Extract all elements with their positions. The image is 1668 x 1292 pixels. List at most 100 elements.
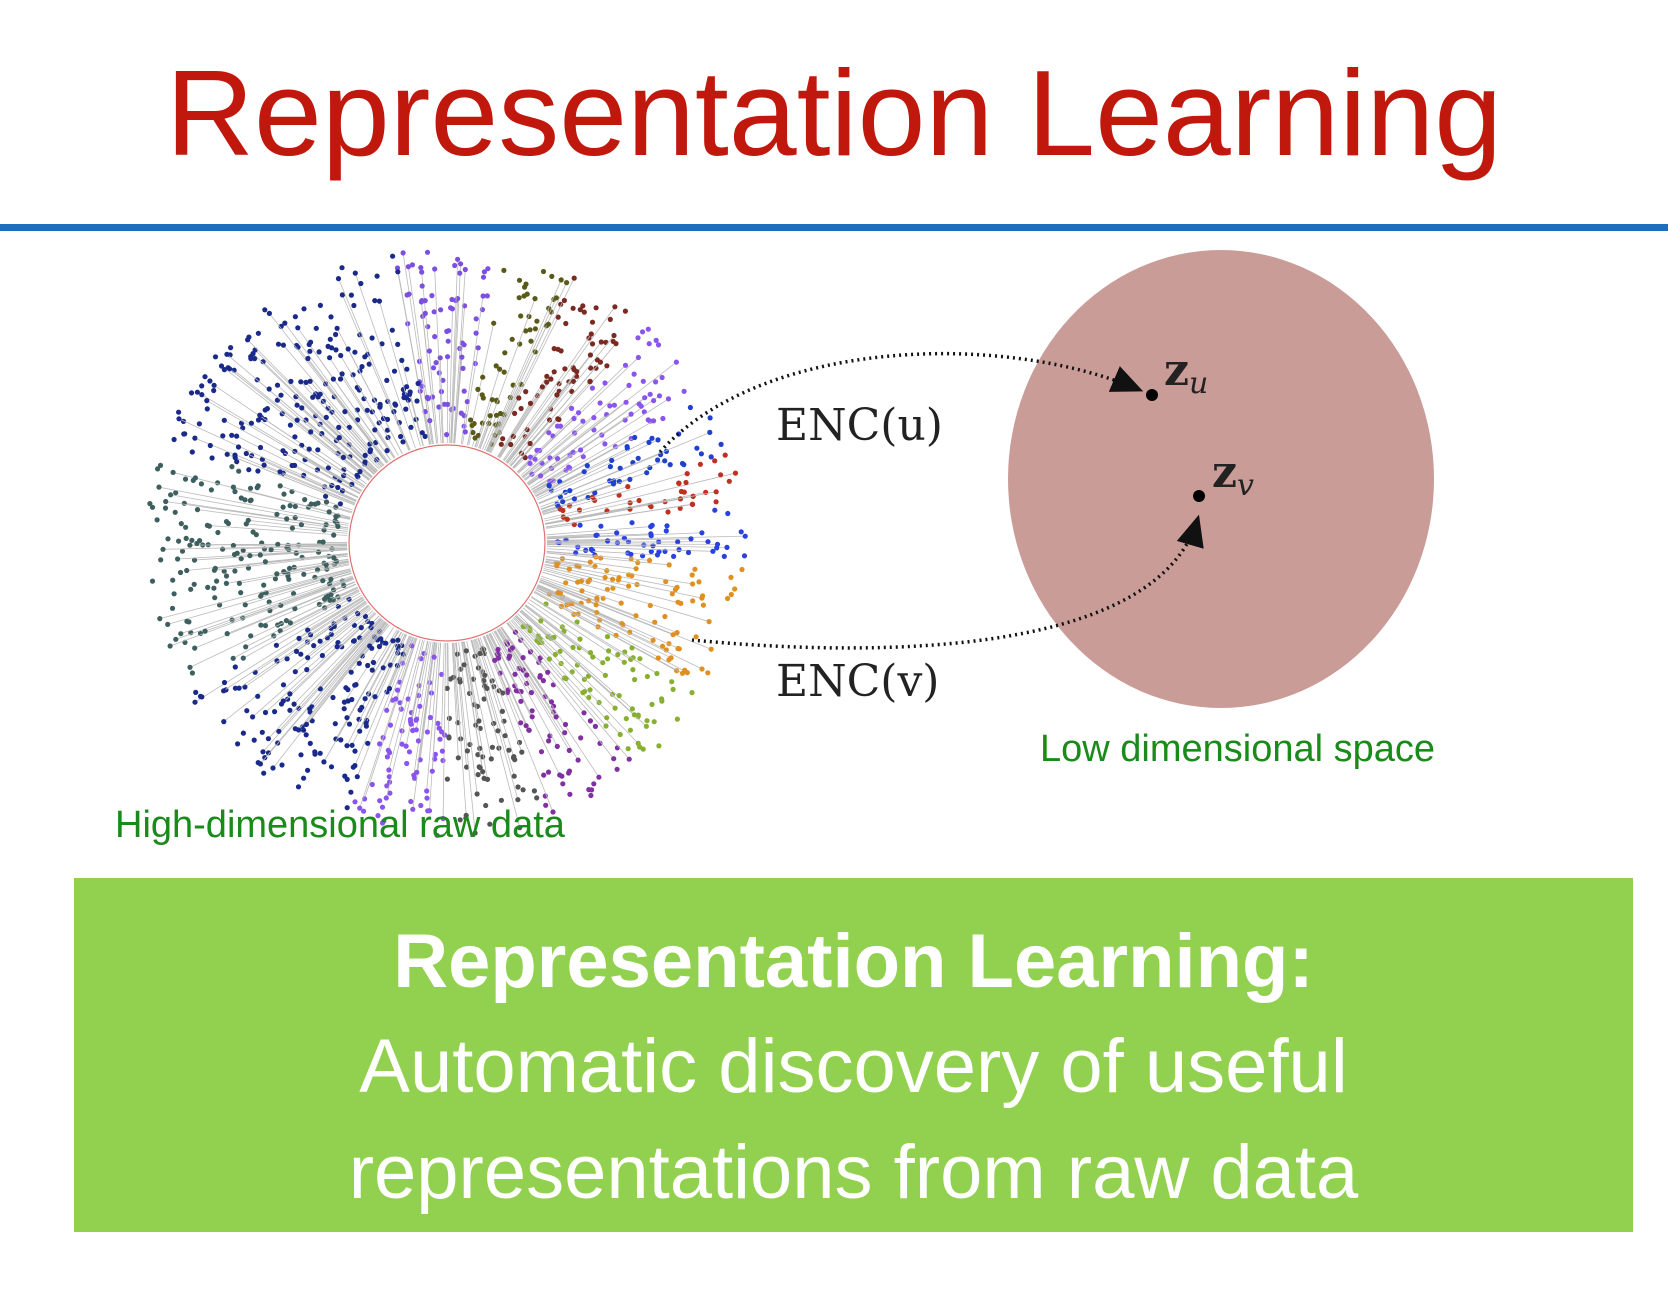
graph-node xyxy=(375,813,381,819)
encoder-u-label: ENC(u) xyxy=(776,400,943,451)
graph-node xyxy=(372,427,378,433)
graph-node xyxy=(528,338,534,344)
graph-edge xyxy=(420,301,438,444)
graph-node xyxy=(705,539,711,545)
graph-node xyxy=(692,566,698,572)
graph-node xyxy=(250,529,256,535)
graph-edge xyxy=(501,626,524,658)
graph-node xyxy=(646,341,652,347)
graph-node xyxy=(160,546,166,552)
graph-node xyxy=(554,423,561,429)
graph-edge xyxy=(260,549,348,556)
graph-edge xyxy=(545,559,693,585)
graph-node xyxy=(571,275,577,281)
graph-edge xyxy=(541,497,589,513)
graph-node xyxy=(273,642,279,648)
graph-node xyxy=(578,578,585,584)
graph-node xyxy=(538,473,544,479)
graph-edge xyxy=(442,642,447,819)
graph-node xyxy=(650,543,656,549)
graph-node xyxy=(459,354,465,360)
graph-node xyxy=(602,574,608,581)
graph-node xyxy=(690,501,696,507)
graph-node xyxy=(649,701,655,708)
graph-edge xyxy=(517,613,616,709)
graph-node xyxy=(436,404,442,410)
graph-node xyxy=(540,678,547,684)
graph-node xyxy=(175,556,181,562)
graph-node xyxy=(189,670,195,676)
graph-node xyxy=(617,465,623,471)
graph-node xyxy=(493,412,500,418)
graph-node xyxy=(473,330,479,336)
graph-node xyxy=(681,489,687,495)
graph-edge xyxy=(260,619,384,765)
graph-node xyxy=(433,360,439,366)
graph-edge xyxy=(507,622,549,673)
graph-node xyxy=(330,694,336,701)
graph-node xyxy=(262,407,268,413)
graph-node xyxy=(221,417,227,423)
graph-node xyxy=(511,410,518,416)
graph-node xyxy=(508,441,514,448)
graph-edge xyxy=(340,355,399,456)
graph-node xyxy=(224,631,230,637)
graph-node xyxy=(689,572,695,578)
graph-node xyxy=(461,662,467,668)
graph-edge xyxy=(307,358,388,463)
graph-edge xyxy=(295,608,372,673)
graph-node xyxy=(157,462,164,468)
graph-edge xyxy=(478,415,491,449)
graph-node xyxy=(663,578,669,585)
graph-node xyxy=(305,655,311,661)
graph-node xyxy=(538,618,544,624)
graph-node xyxy=(328,576,334,583)
graph-node xyxy=(575,757,581,763)
graph-node xyxy=(168,492,174,498)
graph-node xyxy=(577,636,583,642)
graph-node xyxy=(541,772,547,778)
graph-node xyxy=(563,676,569,682)
graph-node xyxy=(489,744,495,750)
graph-node xyxy=(468,417,474,423)
graph-edge xyxy=(513,457,526,469)
graph-node xyxy=(413,717,419,723)
graph-edge xyxy=(544,566,629,587)
graph-node xyxy=(517,825,523,831)
graph-node xyxy=(277,628,283,634)
graph-node xyxy=(689,690,695,696)
graph-node xyxy=(550,809,556,815)
graph-node xyxy=(602,380,608,386)
graph-node xyxy=(625,746,631,752)
graph-node xyxy=(509,645,516,651)
graph-node xyxy=(515,797,521,803)
graph-node xyxy=(352,763,358,769)
graph-node xyxy=(697,461,704,467)
graph-node xyxy=(419,269,425,275)
graph-node xyxy=(383,640,389,646)
graph-node xyxy=(612,705,618,711)
graph-node xyxy=(553,714,559,720)
graph-node xyxy=(282,320,288,326)
graph-node xyxy=(352,799,358,805)
graph-node xyxy=(287,422,293,428)
graph-node xyxy=(446,734,452,740)
graph-node xyxy=(393,696,399,702)
graph-edge xyxy=(495,630,532,693)
graph-edge xyxy=(258,419,364,488)
graph-edge xyxy=(266,569,351,594)
graph-node xyxy=(265,750,272,756)
graph-node xyxy=(534,447,540,453)
graph-edge xyxy=(524,605,580,649)
graph-node xyxy=(576,507,583,513)
graph-node xyxy=(463,648,469,654)
graph-node xyxy=(415,380,421,387)
graph-node xyxy=(637,656,643,662)
graph-node xyxy=(609,457,615,463)
graph-node xyxy=(354,774,360,780)
graph-node xyxy=(550,682,557,688)
graph-node xyxy=(520,787,526,793)
graph-node xyxy=(520,655,526,661)
graph-node xyxy=(298,379,304,385)
graph-edge xyxy=(247,339,378,472)
